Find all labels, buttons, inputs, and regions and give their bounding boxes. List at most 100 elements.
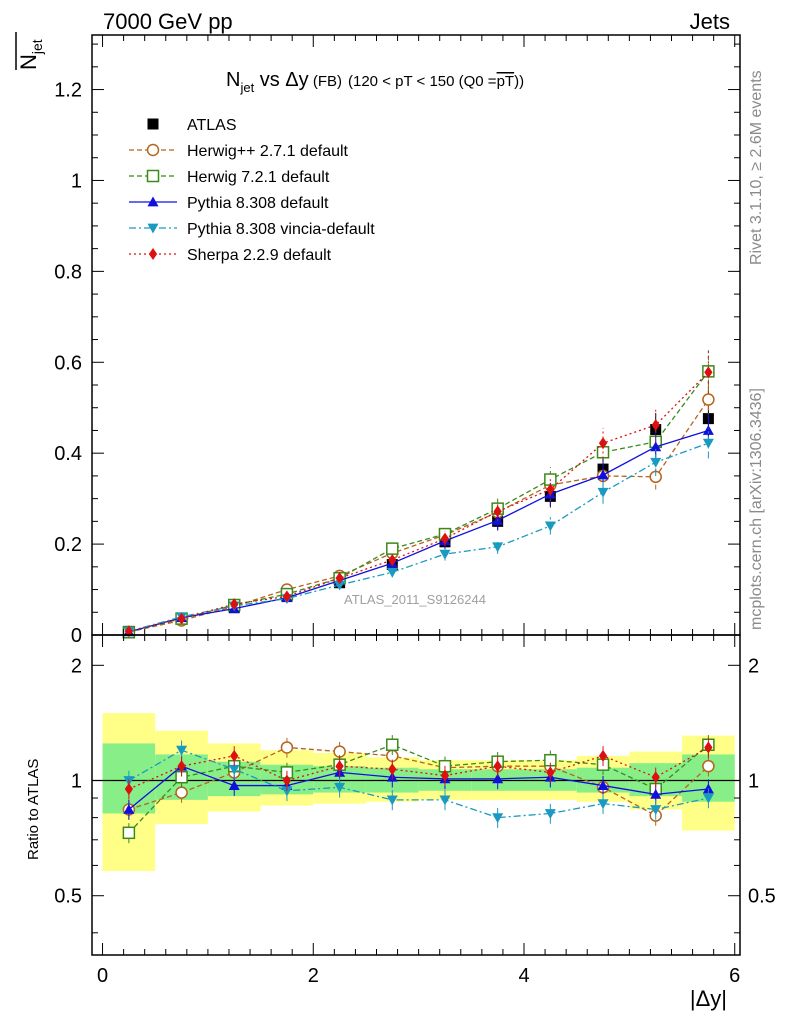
legend-entry: Pythia 8.308 vincia-default xyxy=(129,221,375,238)
series-line xyxy=(128,429,709,633)
title-condition: (120 < pT < 150 (Q0 = xyxy=(348,73,497,90)
ratio-point xyxy=(228,780,240,790)
title-close: )) xyxy=(514,73,524,90)
ratio-point xyxy=(386,738,399,752)
ratio-point xyxy=(335,760,344,773)
ratio-point xyxy=(492,813,504,824)
ratio-point xyxy=(493,760,502,773)
legend-marker xyxy=(148,247,158,261)
y-tick-label: 1.2 xyxy=(54,80,82,102)
ratio-point xyxy=(546,766,555,779)
data-point xyxy=(177,612,186,625)
legend-entry: Sherpa 2.2.9 default xyxy=(129,247,332,264)
ratio-line xyxy=(128,746,709,790)
x-tick-label: 2 xyxy=(308,965,319,987)
legend-marker xyxy=(147,118,159,130)
legend-label: Pythia 8.308 default xyxy=(187,195,329,212)
data-point xyxy=(544,521,556,532)
series-sherpa-2-2-9-default xyxy=(124,351,713,638)
header-process-label: Jets xyxy=(690,9,730,34)
y-axis-label-main: N xyxy=(16,54,41,70)
ratio-point xyxy=(123,803,135,814)
data-point xyxy=(704,366,713,379)
legend-marker xyxy=(146,143,160,157)
ratio-point xyxy=(282,774,292,787)
ratio-point xyxy=(544,809,556,819)
data-point xyxy=(598,437,608,450)
data-point xyxy=(650,441,662,452)
ratio-point xyxy=(228,764,240,775)
ratio-point xyxy=(334,782,346,793)
y-axis-label: Njet xyxy=(15,32,45,70)
ratio-point xyxy=(388,763,397,776)
ratio-point xyxy=(704,741,713,754)
data-point xyxy=(702,424,714,435)
y-tick-label: 0 xyxy=(71,625,82,647)
ratio-point xyxy=(280,741,294,754)
legend-label: Sherpa 2.2.9 default xyxy=(187,247,332,264)
data-point xyxy=(230,598,239,611)
data-point xyxy=(124,625,134,638)
data-point xyxy=(493,505,502,518)
ratio-line xyxy=(128,744,709,834)
ratio-series-layer xyxy=(122,735,715,844)
data-point xyxy=(282,590,292,603)
ratio-point xyxy=(176,745,188,756)
ratio-point xyxy=(281,786,293,797)
y-tick-label: 0.6 xyxy=(54,352,82,374)
data-point xyxy=(492,542,504,553)
ratio-point xyxy=(702,793,714,804)
y-tick-label: 0.8 xyxy=(54,261,82,283)
data-point xyxy=(651,418,660,432)
ratio-tick-label-left: 2 xyxy=(71,655,82,677)
ratio-point xyxy=(597,799,609,810)
main-series-layer xyxy=(122,350,715,639)
data-point xyxy=(335,572,344,585)
data-point xyxy=(440,532,450,545)
data-point xyxy=(597,487,609,498)
x-tick-label: 6 xyxy=(729,965,740,987)
analysis-watermark: ATLAS_2011_S9126244 xyxy=(344,592,486,607)
ratio-tick-label-right: 2 xyxy=(748,655,759,677)
ratio-point xyxy=(650,788,662,799)
ratio-point xyxy=(702,759,715,773)
y-tick-label: 1 xyxy=(71,170,82,192)
legend-entry: Herwig++ 2.7.1 default xyxy=(129,143,349,160)
ratio-point xyxy=(651,771,660,784)
ratio-tick-label-left: 1 xyxy=(71,771,82,793)
data-point xyxy=(702,393,715,406)
svg-text:Njet: Njet xyxy=(16,39,45,70)
data-point xyxy=(650,457,662,468)
legend-label: ATLAS xyxy=(187,117,237,134)
ratio-sherpa-2-2-9-default xyxy=(124,737,713,800)
title-rest: vs Δy xyxy=(254,69,308,91)
ratio-point xyxy=(440,769,450,782)
y-tick-label: 0.2 xyxy=(54,534,82,556)
data-point xyxy=(702,438,714,449)
legend-label: Herwig 7.2.1 default xyxy=(187,169,330,186)
data-point xyxy=(386,567,398,578)
legend-label: Pythia 8.308 vincia-default xyxy=(187,221,375,238)
legend-marker xyxy=(147,196,159,207)
x-tick-label: 0 xyxy=(97,965,108,987)
legend: ATLAS Herwig++ 2.7.1 default Herwig 7.2.1 … xyxy=(129,117,375,264)
ratio-point xyxy=(175,786,188,799)
ratio-tick-label-right: 0.5 xyxy=(748,886,776,908)
title-sub: jet xyxy=(239,80,254,95)
ratio-point xyxy=(597,780,609,790)
header-energy-label: 7000 GeV pp xyxy=(103,9,233,34)
series-line xyxy=(128,399,709,633)
ratio-point xyxy=(177,760,186,773)
data-point xyxy=(386,542,399,555)
y-axis-label-sub: jet xyxy=(29,39,45,55)
series-line xyxy=(128,371,709,632)
x-tick-label: 4 xyxy=(518,965,529,987)
data-point xyxy=(388,553,397,567)
legend-entry: Herwig 7.2.1 default xyxy=(129,169,330,186)
ratio-point xyxy=(650,805,662,815)
data-point xyxy=(597,469,609,480)
series-line xyxy=(128,370,709,633)
ratio-line xyxy=(128,765,709,810)
ratio-line xyxy=(128,749,709,819)
